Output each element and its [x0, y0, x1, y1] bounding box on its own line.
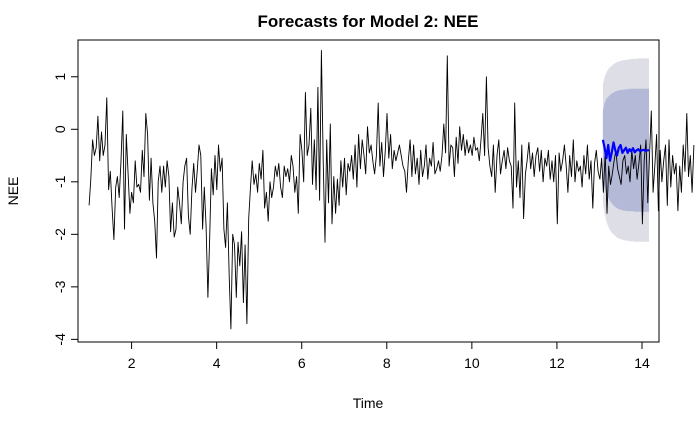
observed-line	[88, 50, 695, 330]
y-tick-label: -2	[52, 228, 68, 241]
y-axis: -4 -3 -2 -1 0 1	[52, 73, 79, 346]
x-tick-label: 10	[464, 355, 480, 371]
chart-title: Forecasts for Model 2: NEE	[257, 12, 478, 31]
x-axis-label: Time	[353, 395, 384, 411]
forecast-series	[601, 139, 649, 162]
x-tick-label: 4	[213, 355, 221, 371]
y-axis-label: NEE	[5, 177, 21, 206]
y-tick-label: -4	[52, 333, 68, 346]
y-tick-label: 0	[52, 125, 68, 133]
y-tick-label: -3	[52, 280, 68, 293]
x-tick-label: 12	[549, 355, 565, 371]
x-tick-label: 8	[383, 355, 391, 371]
plot-frame	[77, 39, 660, 343]
x-tick-label: 2	[128, 355, 136, 371]
observed-series	[88, 50, 695, 330]
y-tick-label: 1	[52, 73, 68, 81]
x-tick-label: 14	[634, 355, 650, 371]
forecast-mean-line	[601, 139, 649, 162]
y-tick-label: -1	[52, 175, 68, 188]
x-tick-label: 6	[298, 355, 306, 371]
x-axis: 2 4 6 8 10 12 14	[128, 341, 650, 371]
